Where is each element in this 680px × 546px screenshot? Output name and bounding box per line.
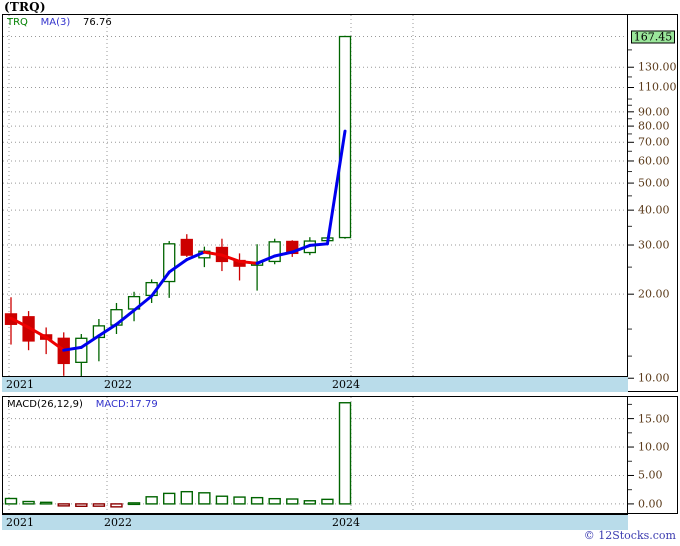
legend-value: 76.76 xyxy=(83,17,112,28)
macd-axis: 15.00 10.00 5.00 0.00 xyxy=(628,396,678,514)
macd-legend-value: 17.79 xyxy=(129,399,158,410)
year-label: 2024 xyxy=(332,516,360,529)
macd-axis-label: 10.00 xyxy=(638,440,670,454)
macd-axis-label: 5.00 xyxy=(638,468,663,482)
price-axis-ticks xyxy=(628,49,634,379)
year-label: 2022 xyxy=(104,378,132,391)
macd-chart-panel[interactable]: MACD(26,12,9) MACD:17.79 xyxy=(2,396,628,514)
price-axis-label: 130.00 xyxy=(638,60,677,74)
macd-legend-series: MACD: xyxy=(95,399,130,410)
legend-indicator: MA(3) xyxy=(40,17,71,28)
title-bar: (TRQ) xyxy=(0,0,680,14)
price-axis-label: 30.00 xyxy=(638,238,670,252)
price-legend: TRQ MA(3) 76.76 xyxy=(7,17,112,28)
price-axis-label: 110.00 xyxy=(638,80,677,94)
price-chart-panel[interactable]: TRQ MA(3) 76.76 xyxy=(2,14,628,392)
price-axis: 130.00 110.00 90.00 80.00 70.00 60.00 50.00 40.… xyxy=(628,14,678,392)
macd-axis-label: 15.00 xyxy=(638,412,670,426)
watermark: © 12Stocks.com xyxy=(583,529,676,542)
macd-legend: MACD(26,12,9) MACD:17.79 xyxy=(7,399,158,410)
year-label: 2021 xyxy=(6,516,34,529)
price-date-axis: 2021 2022 2024 xyxy=(2,376,628,392)
price-axis-label: 50.00 xyxy=(638,176,670,190)
year-label: 2021 xyxy=(6,378,34,391)
page-title: (TRQ) xyxy=(4,0,46,14)
price-axis-label: 90.00 xyxy=(638,105,670,119)
price-axis-label: 20.00 xyxy=(638,287,670,301)
macd-axis-label: 0.00 xyxy=(638,497,663,511)
legend-symbol: TRQ xyxy=(7,17,28,28)
price-axis-label: 80.00 xyxy=(638,119,670,133)
year-label: 2022 xyxy=(104,516,132,529)
price-axis-label: 70.00 xyxy=(638,135,670,149)
price-axis-label: 40.00 xyxy=(638,203,670,217)
year-label: 2024 xyxy=(332,378,360,391)
price-plot xyxy=(3,15,627,391)
price-axis-label: 10.00 xyxy=(638,371,670,385)
price-axis-label: 60.00 xyxy=(638,154,670,168)
macd-legend-name: MACD(26,12,9) xyxy=(7,399,83,410)
macd-date-axis: 2021 2022 2024 xyxy=(2,514,628,530)
macd-axis-ticks xyxy=(628,403,634,505)
macd-plot xyxy=(3,397,627,513)
current-price-tag: 167.45 xyxy=(631,30,675,44)
